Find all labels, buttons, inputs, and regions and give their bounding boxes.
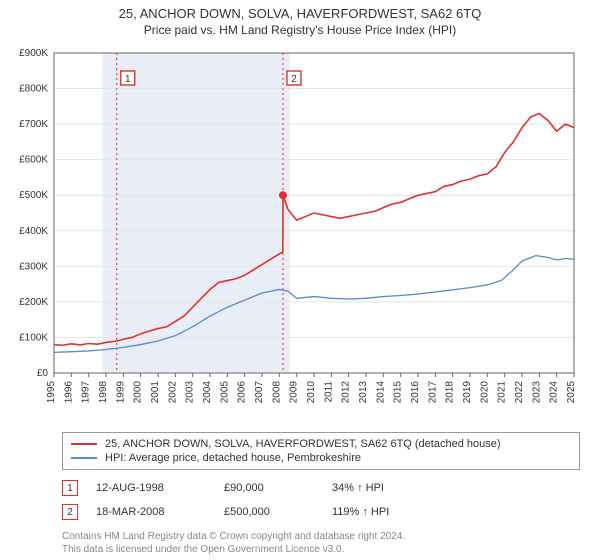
svg-text:2003: 2003 <box>185 381 196 404</box>
svg-text:2014: 2014 <box>375 381 386 404</box>
legend: 25, ANCHOR DOWN, SOLVA, HAVERFORDWEST, S… <box>62 432 580 470</box>
svg-text:£600K: £600K <box>19 155 48 166</box>
footer-line: Contains HM Land Registry data © Crown c… <box>62 530 580 543</box>
svg-text:1995: 1995 <box>46 381 57 404</box>
svg-text:£0: £0 <box>37 368 49 379</box>
svg-text:£700K: £700K <box>19 119 48 130</box>
svg-text:2018: 2018 <box>445 381 456 404</box>
svg-text:2025: 2025 <box>566 381 577 404</box>
svg-text:2022: 2022 <box>514 381 525 404</box>
svg-text:2009: 2009 <box>289 381 300 404</box>
svg-text:2010: 2010 <box>306 381 317 404</box>
svg-text:2007: 2007 <box>254 381 265 404</box>
svg-text:1998: 1998 <box>98 381 109 404</box>
svg-text:£300K: £300K <box>19 261 48 272</box>
sale-date: 12-AUG-1998 <box>96 482 206 494</box>
sale-date: 18-MAR-2008 <box>96 506 206 518</box>
svg-text:2008: 2008 <box>271 381 282 404</box>
svg-text:£800K: £800K <box>19 84 48 95</box>
svg-text:2019: 2019 <box>462 381 473 404</box>
svg-text:2024: 2024 <box>549 381 560 404</box>
svg-text:2011: 2011 <box>323 381 334 403</box>
legend-item: 25, ANCHOR DOWN, SOLVA, HAVERFORDWEST, S… <box>71 437 571 451</box>
svg-text:2012: 2012 <box>341 381 352 404</box>
sale-badge: 1 <box>62 480 78 496</box>
svg-text:2015: 2015 <box>393 381 404 404</box>
legend-swatch <box>71 457 97 459</box>
sale-row: 1 12-AUG-1998 £90,000 34% ↑ HPI <box>62 476 580 500</box>
sale-badge-number: 2 <box>67 507 73 518</box>
sale-row: 2 18-MAR-2008 £500,000 119% ↑ HPI <box>62 500 580 524</box>
footer-attribution: Contains HM Land Registry data © Crown c… <box>62 530 580 556</box>
svg-text:2: 2 <box>291 74 297 85</box>
chart-title-line2: Price paid vs. HM Land Registry's House … <box>0 23 600 37</box>
svg-text:2006: 2006 <box>237 381 248 404</box>
svg-text:2013: 2013 <box>358 381 369 404</box>
svg-text:2001: 2001 <box>150 381 161 404</box>
svg-text:£500K: £500K <box>19 190 48 201</box>
sale-badge-number: 1 <box>67 483 73 494</box>
sale-delta: 119% ↑ HPI <box>332 506 389 518</box>
legend-label: HPI: Average price, detached house, Pemb… <box>105 452 361 464</box>
svg-text:£200K: £200K <box>19 297 48 308</box>
svg-text:£900K: £900K <box>19 48 48 59</box>
svg-text:2023: 2023 <box>531 381 542 404</box>
legend-label: 25, ANCHOR DOWN, SOLVA, HAVERFORDWEST, S… <box>105 438 501 450</box>
svg-text:2020: 2020 <box>479 381 490 404</box>
svg-text:1: 1 <box>125 74 131 85</box>
sale-badge: 2 <box>62 504 78 520</box>
svg-text:1999: 1999 <box>115 381 126 404</box>
sales-table: 1 12-AUG-1998 £90,000 34% ↑ HPI 2 18-MAR… <box>62 476 580 524</box>
legend-swatch <box>71 443 97 445</box>
svg-text:£100K: £100K <box>19 332 48 343</box>
svg-text:2016: 2016 <box>410 381 421 404</box>
svg-text:1996: 1996 <box>63 381 74 404</box>
price-chart: £0 £100K £200K £300K £400K £500K £600K £700K £80… <box>0 45 582 423</box>
legend-item: HPI: Average price, detached house, Pemb… <box>71 451 571 465</box>
sale-delta: 34% ↑ HPI <box>332 482 384 494</box>
svg-text:2021: 2021 <box>497 381 508 404</box>
svg-text:£400K: £400K <box>19 226 48 237</box>
footer-line: This data is licensed under the Open Gov… <box>62 543 580 556</box>
chart-title-line1: 25, ANCHOR DOWN, SOLVA, HAVERFORDWEST, S… <box>0 6 600 21</box>
svg-text:1997: 1997 <box>81 381 92 404</box>
sale-price: £90,000 <box>224 482 314 494</box>
svg-text:2005: 2005 <box>219 381 230 404</box>
sale-price: £500,000 <box>224 506 314 518</box>
svg-text:2017: 2017 <box>427 381 438 404</box>
svg-text:2000: 2000 <box>133 381 144 404</box>
svg-text:2004: 2004 <box>202 381 213 404</box>
svg-text:2002: 2002 <box>167 381 178 404</box>
